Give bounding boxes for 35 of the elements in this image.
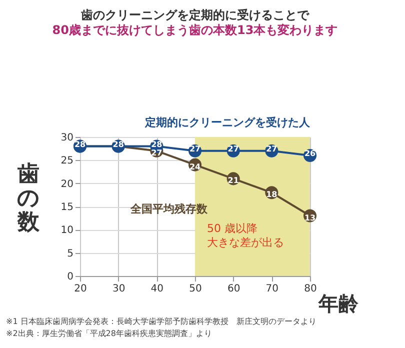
y-tick-label: 5 bbox=[67, 248, 74, 260]
y-tick-label: 15 bbox=[60, 202, 74, 213]
x-tick-label: 40 bbox=[150, 284, 164, 294]
x-tick-label: 70 bbox=[266, 284, 279, 294]
data-label: 13 bbox=[304, 213, 316, 222]
x-tick-label: 30 bbox=[112, 284, 126, 294]
data-label: 18 bbox=[266, 190, 278, 200]
y-tick-label: 25 bbox=[60, 156, 74, 167]
chart-subtitle: 80歳までに抜けてしまう歯の本数13本も変わります bbox=[52, 23, 338, 37]
x-axis-title: 年齢 bbox=[318, 292, 360, 316]
text: ※2出典：厚生労働省「平成28年歯科疾患実態調査」より bbox=[6, 329, 212, 338]
data-label: 28 bbox=[112, 140, 124, 149]
data-label: 26 bbox=[304, 149, 316, 158]
x-tick-label: 60 bbox=[227, 284, 240, 294]
data-label: 28 bbox=[74, 140, 86, 149]
y-tick-label: 10 bbox=[60, 225, 74, 236]
series-label: 定期的にクリーニングを受けた人 bbox=[144, 116, 311, 129]
y-tick-label: 30 bbox=[60, 132, 74, 144]
data-label: 21 bbox=[228, 176, 240, 186]
data-label: 28 bbox=[151, 140, 163, 149]
data-label: 27 bbox=[151, 148, 162, 158]
x-tick-label: 80 bbox=[304, 284, 317, 294]
y-tick-label: 20 bbox=[60, 178, 74, 190]
data-label: 24 bbox=[189, 162, 201, 172]
text: ※1 日本臨床歯周病学会発表：長崎大学歯学部予防歯科学教授 新庄文明のデータより bbox=[6, 317, 316, 326]
data-label: 27 bbox=[189, 144, 201, 154]
x-tick-label: 50 bbox=[189, 284, 202, 294]
text: 全国平均残存数 bbox=[130, 202, 209, 216]
band-label: 50 歳以降大きな差が出る bbox=[207, 222, 284, 250]
x-tick-label: 20 bbox=[74, 284, 87, 294]
data-label: 27 bbox=[228, 144, 239, 154]
y-tick-label: 0 bbox=[67, 272, 74, 282]
y-axis-title: 歯の数 bbox=[16, 162, 40, 236]
chart-title: 歯のクリーニングを定期的に受けることで bbox=[80, 8, 310, 22]
data-label: 27 bbox=[266, 144, 278, 154]
